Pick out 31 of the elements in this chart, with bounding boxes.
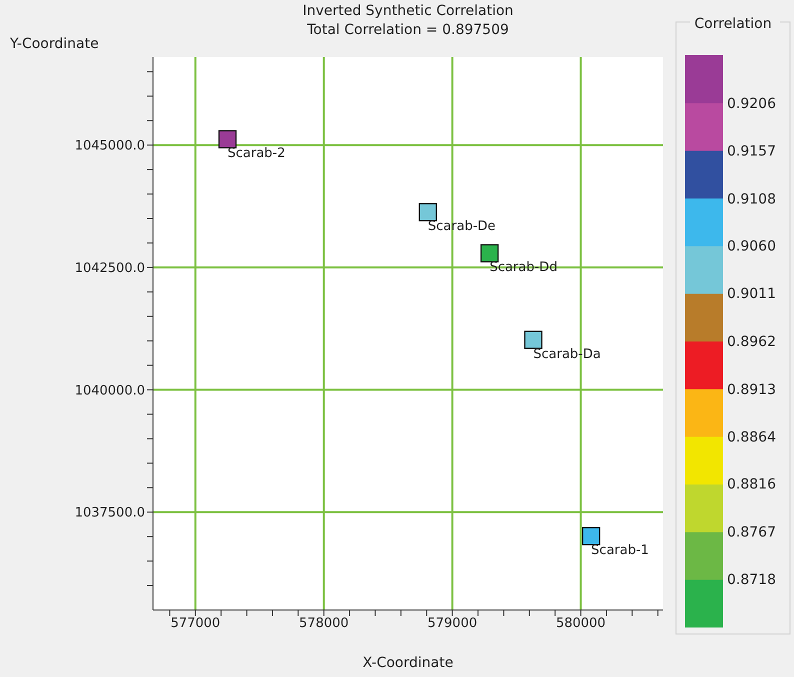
point [524, 330, 542, 349]
color-bar-label: 0.9060 [727, 238, 776, 254]
color-bar-label: 0.8816 [727, 476, 776, 493]
x-tick-label: 577000 [170, 616, 220, 632]
point [418, 203, 438, 222]
chart-title: Inverted Synthetic Correlation [302, 2, 514, 21]
x-axis-title: X-Coordinate [362, 655, 454, 671]
color-bar-title: Correlation [694, 16, 772, 32]
y-axis-title: Y-Coordinate [10, 36, 99, 52]
x-tick-label: 580000 [556, 616, 606, 632]
color-bar-label: 0.8962 [727, 334, 776, 350]
color-bar-label: 0.8718 [727, 572, 776, 588]
color-bar-label: 0.9157 [727, 144, 776, 160]
chart-subtitle: Total Correlation = 0.897509 [306, 21, 510, 40]
point [218, 130, 237, 148]
color-bar-label: 0.9011 [727, 286, 776, 302]
point [480, 244, 499, 262]
color-bar-label: 0.8913 [727, 382, 776, 398]
point [582, 527, 600, 546]
y-tick-label: 1037500.0 [74, 506, 145, 521]
series-label: Scarab-2 [228, 146, 286, 162]
series-label: Scarab-1 [591, 543, 649, 558]
y-tick-label: 1040000.0 [74, 383, 145, 398]
color-bar-label: 0.8864 [727, 430, 776, 446]
y-tick-label: 1045000.0 [74, 138, 145, 154]
color-bar-label: 0.9206 [727, 96, 776, 112]
y-tick-label: 1042500.0 [74, 261, 145, 276]
x-tick-label: 579000 [428, 616, 478, 632]
color-bar-label: 0.8767 [727, 524, 776, 540]
color-bar-label: 0.9108 [727, 191, 776, 208]
x-tick-label: 578000 [299, 616, 349, 632]
